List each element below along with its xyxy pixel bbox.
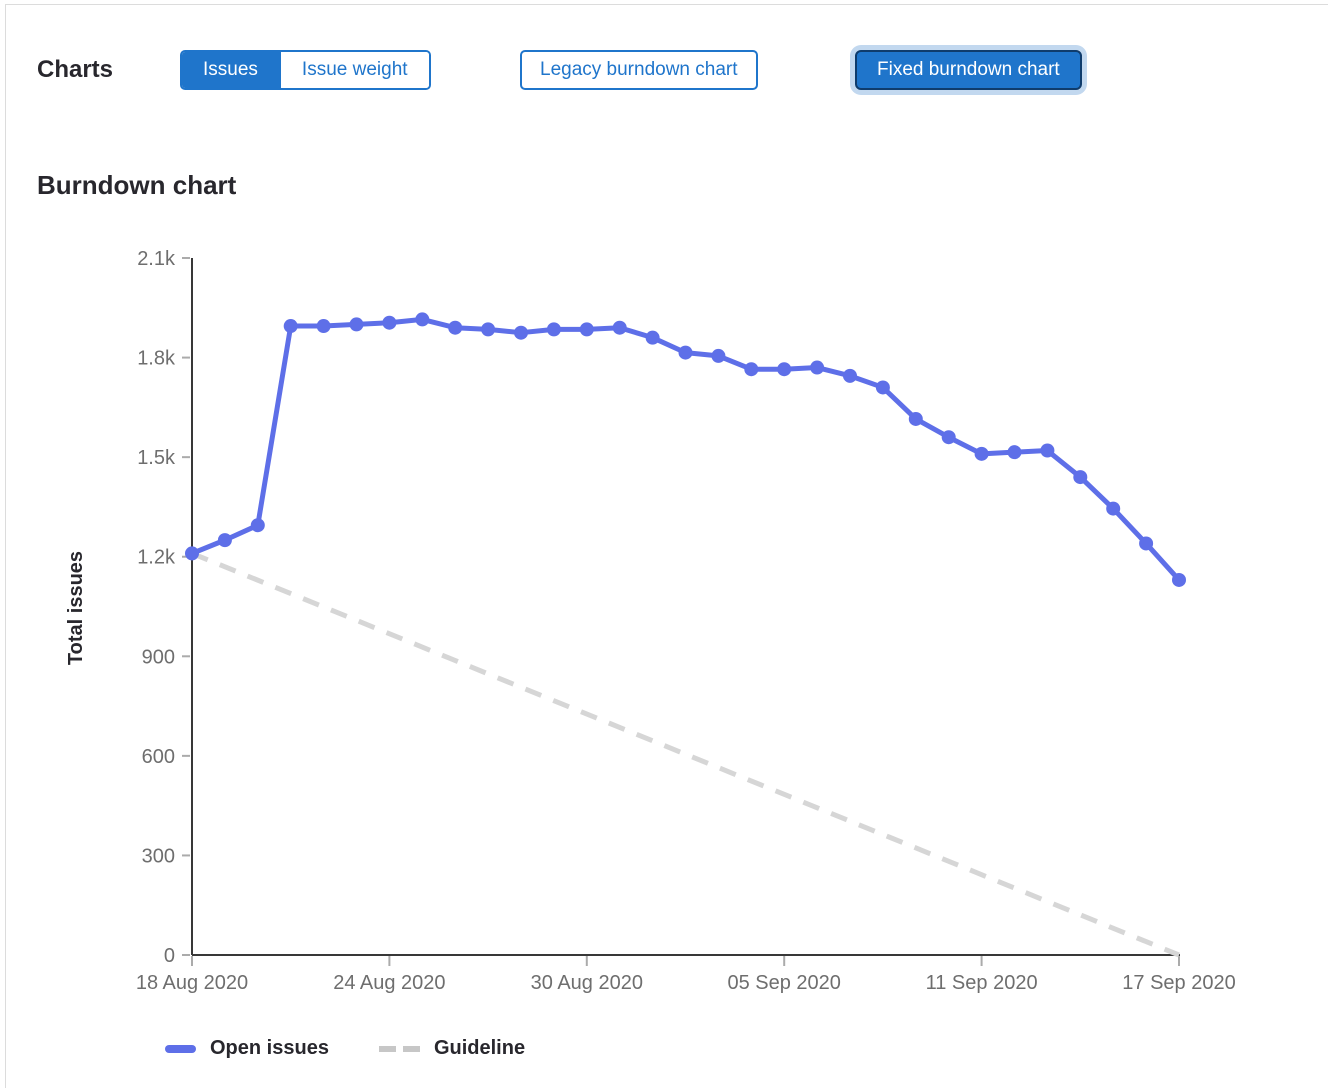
data-point[interactable] <box>316 319 331 334</box>
data-point[interactable] <box>777 362 792 377</box>
x-tick-label: 18 Aug 2020 <box>136 972 248 994</box>
y-axis-title: Total issues <box>65 551 87 665</box>
data-point[interactable] <box>941 430 956 445</box>
y-tick-label: 600 <box>142 746 175 768</box>
chart-legend: Open issues Guideline <box>165 1037 525 1060</box>
x-tick-label: 24 Aug 2020 <box>333 972 445 994</box>
legend-item-open-issues: Open issues <box>165 1037 329 1060</box>
x-tick-label: 05 Sep 2020 <box>727 972 840 994</box>
data-point[interactable] <box>448 320 463 335</box>
x-tick-label: 17 Sep 2020 <box>1122 972 1235 994</box>
y-tick-label: 300 <box>142 845 175 867</box>
y-tick-label: 0 <box>164 945 175 967</box>
data-point[interactable] <box>645 330 660 345</box>
data-point[interactable] <box>711 348 726 363</box>
page-title: Burndown chart <box>37 170 237 200</box>
issue-weight-toggle-button[interactable]: Issue weight <box>278 52 429 88</box>
data-point[interactable] <box>1007 445 1022 460</box>
panel-top-border <box>5 4 1328 5</box>
data-point[interactable] <box>974 446 989 461</box>
data-point[interactable] <box>382 315 397 330</box>
y-tick-label: 900 <box>142 646 175 668</box>
data-point[interactable] <box>481 322 496 337</box>
legend-item-guideline: Guideline <box>378 1037 526 1060</box>
data-point[interactable] <box>908 411 923 426</box>
burndown-chart: 0 300 600 900 1.2k 1.5k 1.8k 2.1k 18 Aug 2020 24 … <box>65 248 1236 994</box>
data-point[interactable] <box>185 546 199 561</box>
data-point[interactable] <box>612 320 627 335</box>
legend-label-guideline: Guideline <box>433 1037 526 1059</box>
data-point[interactable] <box>1040 443 1055 458</box>
data-point[interactable] <box>514 325 528 340</box>
data-point[interactable] <box>217 533 232 548</box>
panel-left-border <box>5 4 6 1088</box>
data-point[interactable] <box>546 322 561 337</box>
issue-toggle-group: Issues Issue weight <box>180 50 431 90</box>
charts-toolbar: Charts Issues Issue weight Legacy burndo… <box>37 50 1277 90</box>
y-tick-label: 2.1k <box>137 248 176 270</box>
issues-toggle-button[interactable]: Issues <box>182 52 279 88</box>
charts-label: Charts <box>37 56 114 83</box>
x-tick-label: 11 Sep 2020 <box>926 972 1038 994</box>
data-point[interactable] <box>1073 470 1088 485</box>
data-point[interactable] <box>843 368 857 383</box>
guideline-dash-swatch-icon <box>378 1045 420 1052</box>
data-point[interactable] <box>349 317 364 332</box>
data-point[interactable] <box>579 322 594 337</box>
data-point[interactable] <box>1139 536 1154 551</box>
data-point[interactable] <box>678 345 693 360</box>
data-point[interactable] <box>283 319 298 334</box>
data-point[interactable] <box>1172 572 1186 587</box>
y-tick-label: 1.5k <box>137 447 176 469</box>
fixed-burndown-chart-button[interactable]: Fixed burndown chart <box>855 50 1082 90</box>
data-point[interactable] <box>810 360 825 375</box>
data-point[interactable] <box>250 518 265 533</box>
data-point[interactable] <box>744 362 759 377</box>
guideline-line <box>191 551 1180 958</box>
data-point[interactable] <box>1106 501 1121 516</box>
legend-label-open-issues: Open issues <box>210 1037 329 1059</box>
legacy-burndown-chart-button[interactable]: Legacy burndown chart <box>520 50 758 90</box>
data-point[interactable] <box>875 380 890 395</box>
data-point[interactable] <box>415 312 430 327</box>
y-tick-label: 1.8k <box>137 348 176 370</box>
x-tick-label: 30 Aug 2020 <box>531 972 643 994</box>
y-tick-label: 1.2k <box>137 547 176 569</box>
open-issues-line-swatch-icon <box>165 1044 196 1053</box>
